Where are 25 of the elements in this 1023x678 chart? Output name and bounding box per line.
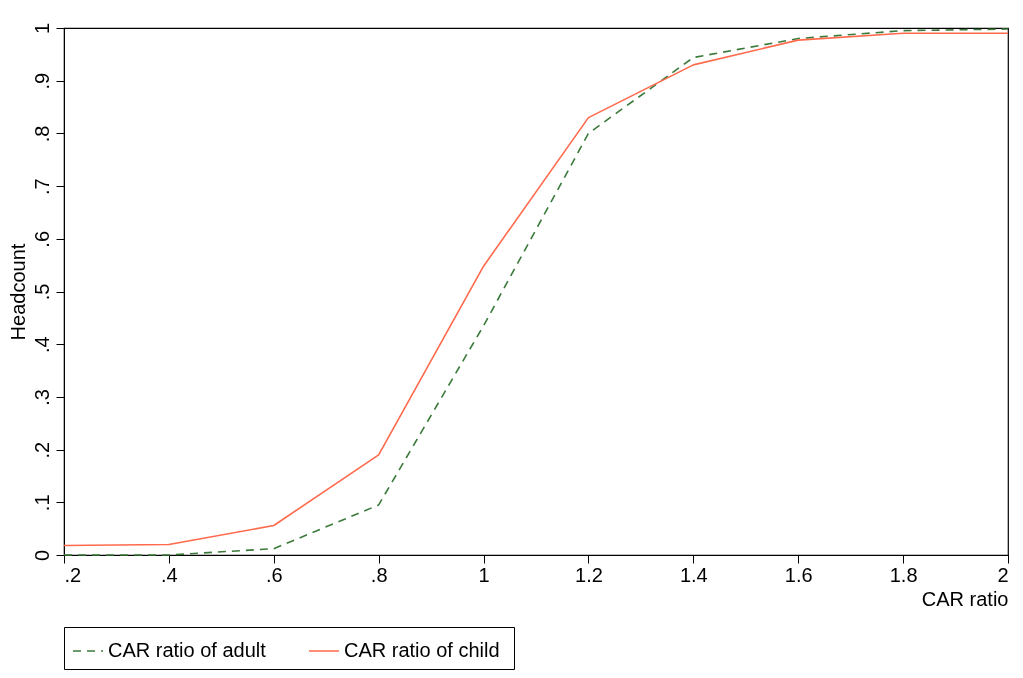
y-tick-label: .1 (30, 494, 53, 512)
x-tick-label: .6 (265, 563, 283, 586)
legend-label: CAR ratio of adult (108, 639, 267, 661)
x-tick-label: .2 (64, 563, 82, 586)
y-tick-label: .5 (30, 283, 53, 301)
x-tick-label: 1.6 (784, 563, 813, 586)
y-tick-label: .4 (30, 336, 53, 354)
y-tick-label: .7 (30, 178, 53, 195)
x-tick-label: .4 (161, 563, 178, 586)
x-tick-label: 1.2 (575, 563, 603, 586)
y-tick-label: .3 (30, 389, 53, 406)
x-tick-label: 1.8 (889, 563, 918, 586)
x-tick-label: 1.4 (679, 563, 708, 586)
y-tick-label: 1 (30, 22, 53, 35)
x-tick-label: .8 (370, 563, 388, 586)
y-tick-label: .6 (30, 230, 53, 248)
x-tick-label: 1 (478, 563, 490, 586)
legend-label: CAR ratio of child (344, 639, 500, 661)
x-axis-title: CAR ratio (921, 587, 1009, 610)
y-axis-title: Headcount (6, 243, 29, 341)
y-tick-label: 0 (30, 549, 53, 562)
y-tick-label: .2 (30, 441, 53, 459)
x-tick-label: 2 (997, 563, 1009, 586)
y-tick-label: .9 (30, 72, 53, 90)
y-tick-label: .8 (30, 125, 53, 143)
